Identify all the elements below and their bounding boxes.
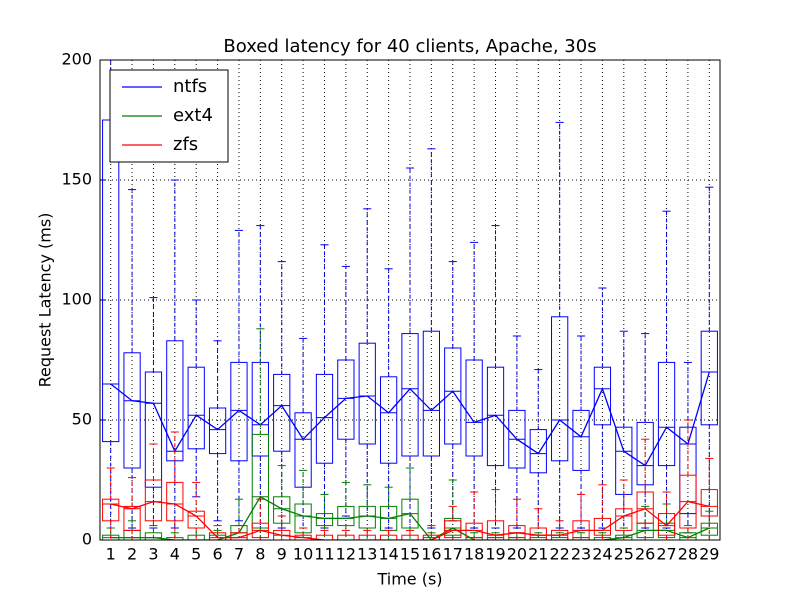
box	[401, 534, 419, 540]
box	[358, 534, 376, 540]
x-tick-label: 4	[170, 545, 180, 564]
y-tick-label: 100	[61, 290, 92, 309]
box	[593, 366, 612, 426]
x-tick-label: 7	[234, 545, 244, 564]
box	[102, 498, 120, 522]
box	[166, 481, 184, 522]
x-tick-label: 5	[191, 545, 201, 564]
y-tick-label: 200	[61, 50, 92, 69]
x-tick-label: 28	[678, 545, 698, 564]
box	[422, 330, 441, 457]
box	[572, 409, 590, 471]
box	[315, 373, 334, 464]
x-tick-label: 23	[571, 545, 591, 564]
x-tick-label: 3	[148, 545, 158, 564]
x-tick-label: 22	[549, 545, 569, 564]
box	[657, 513, 676, 536]
x-tick-label: 29	[699, 545, 719, 564]
y-axis-label: Request Latency (ms)	[36, 213, 55, 388]
box	[486, 520, 505, 539]
box	[508, 525, 526, 539]
x-tick-label: 21	[528, 545, 548, 564]
box	[444, 520, 462, 539]
box	[251, 433, 269, 529]
x-tick-label: 10	[293, 545, 313, 564]
chart-title: Boxed latency for 40 clients, Apache, 30…	[223, 36, 596, 57]
box	[465, 359, 483, 457]
x-tick-label: 11	[314, 545, 334, 564]
y-tick-label: 0	[82, 530, 92, 549]
x-tick-label: 18	[464, 545, 484, 564]
box	[315, 513, 334, 527]
box	[358, 342, 376, 445]
x-tick-label: 26	[635, 545, 655, 564]
x-tick-label: 27	[656, 545, 676, 564]
box	[315, 534, 334, 540]
x-tick-label: 2	[127, 545, 137, 564]
x-tick-label: 13	[357, 545, 377, 564]
median-line	[110, 495, 710, 540]
median-line	[110, 500, 710, 540]
box	[187, 510, 205, 529]
box	[144, 479, 163, 522]
x-tick-label: 16	[421, 545, 441, 564]
box	[379, 534, 398, 540]
x-tick-label: 8	[255, 545, 265, 564]
box	[572, 520, 590, 539]
box	[123, 352, 141, 469]
box	[379, 376, 398, 464]
box	[230, 361, 248, 462]
box	[636, 491, 654, 524]
x-tick-label: 9	[277, 545, 287, 564]
x-tick-label: 1	[106, 545, 116, 564]
box	[679, 426, 697, 515]
box	[700, 330, 718, 426]
box	[551, 316, 569, 462]
x-tick-label: 15	[400, 545, 420, 564]
legend-label: ntfs	[173, 76, 207, 97]
y-tick-label: 50	[72, 410, 92, 429]
median-line	[110, 371, 710, 467]
y-tick-label: 150	[61, 170, 92, 189]
x-tick-label: 25	[614, 545, 634, 564]
x-tick-label: 6	[212, 545, 222, 564]
box	[187, 366, 205, 450]
box	[444, 347, 462, 445]
box	[337, 534, 355, 540]
box	[657, 361, 676, 467]
x-tick-label: 14	[378, 545, 398, 564]
legend-label: ext4	[173, 105, 213, 126]
box	[337, 505, 355, 527]
box	[593, 517, 612, 536]
box	[123, 505, 141, 531]
x-tick-label: 12	[336, 545, 356, 564]
x-tick-label: 19	[485, 545, 505, 564]
x-tick-label: 24	[592, 545, 612, 564]
plot-frame	[99, 59, 721, 541]
box	[422, 534, 441, 540]
box	[615, 508, 633, 531]
box	[486, 366, 505, 467]
box	[208, 407, 227, 455]
box	[529, 429, 547, 474]
x-tick-label: 20	[507, 545, 527, 564]
box	[401, 333, 419, 457]
x-axis-label: Time (s)	[376, 570, 442, 589]
legend-label: zfs	[173, 134, 198, 155]
box	[700, 489, 718, 517]
x-tick-label: 17	[443, 545, 463, 564]
box	[144, 371, 163, 488]
box	[337, 359, 355, 440]
